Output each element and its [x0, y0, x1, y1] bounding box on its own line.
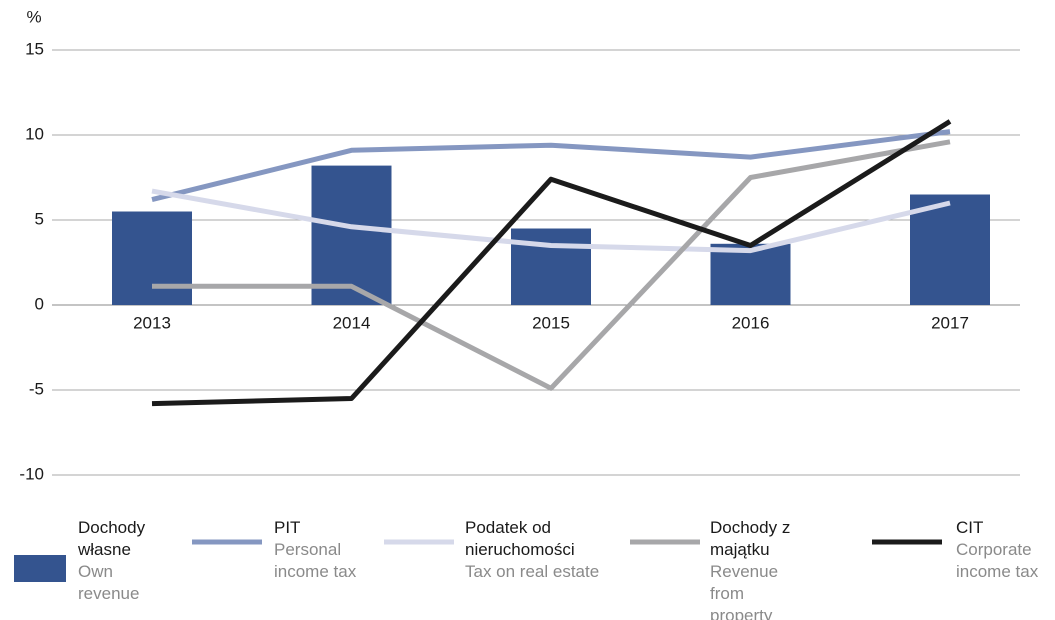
y-axis-label: % [26, 7, 41, 26]
legend-swatch [14, 555, 66, 582]
y-tick-label: -5 [29, 379, 44, 398]
legend-label: Dochody z majątku [710, 518, 791, 559]
legend-label-en: Corporate income tax [956, 540, 1039, 581]
legend-label-en: Revenue from property [710, 562, 779, 620]
legend-label-en: Personal income tax [274, 540, 357, 581]
x-tick-label: 2017 [931, 313, 969, 332]
legend-label: Dochody własne [78, 518, 146, 559]
line-series [151, 188, 951, 254]
bar [511, 228, 591, 305]
legend-entry: PIT Personal income tax [274, 517, 364, 583]
legend-label-en: Tax on real estate [465, 562, 600, 581]
legend-entry: Podatek od nieruchomości Tax on real esta… [465, 517, 615, 583]
legend-entry: Dochody własne Own revenue [78, 517, 168, 605]
bar [311, 165, 392, 305]
y-tick-label: 0 [35, 294, 44, 313]
bar [112, 211, 192, 305]
legend-label: CIT [956, 518, 984, 537]
y-tick-label: -10 [19, 464, 44, 483]
x-tick-label: 2015 [532, 313, 570, 332]
legend-label: Podatek od nieruchomości [465, 518, 575, 559]
y-tick-label: 15 [25, 39, 44, 58]
bar [910, 194, 990, 305]
legend-label-en: Own revenue [78, 562, 140, 603]
bar [710, 243, 791, 305]
y-tick-label: 5 [35, 209, 44, 228]
line-series [151, 129, 951, 203]
line-series [152, 139, 951, 391]
legend-entry: Dochody z majątku Revenue from property [710, 517, 800, 620]
legend-label: PIT [274, 518, 301, 537]
x-tick-label: 2013 [133, 313, 171, 332]
line-series [151, 119, 952, 407]
x-tick-label: 2014 [333, 313, 371, 332]
y-tick-label: 10 [25, 124, 44, 143]
x-tick-label: 2016 [732, 313, 770, 332]
legend-entry: CIT Corporate income tax [956, 517, 1051, 583]
